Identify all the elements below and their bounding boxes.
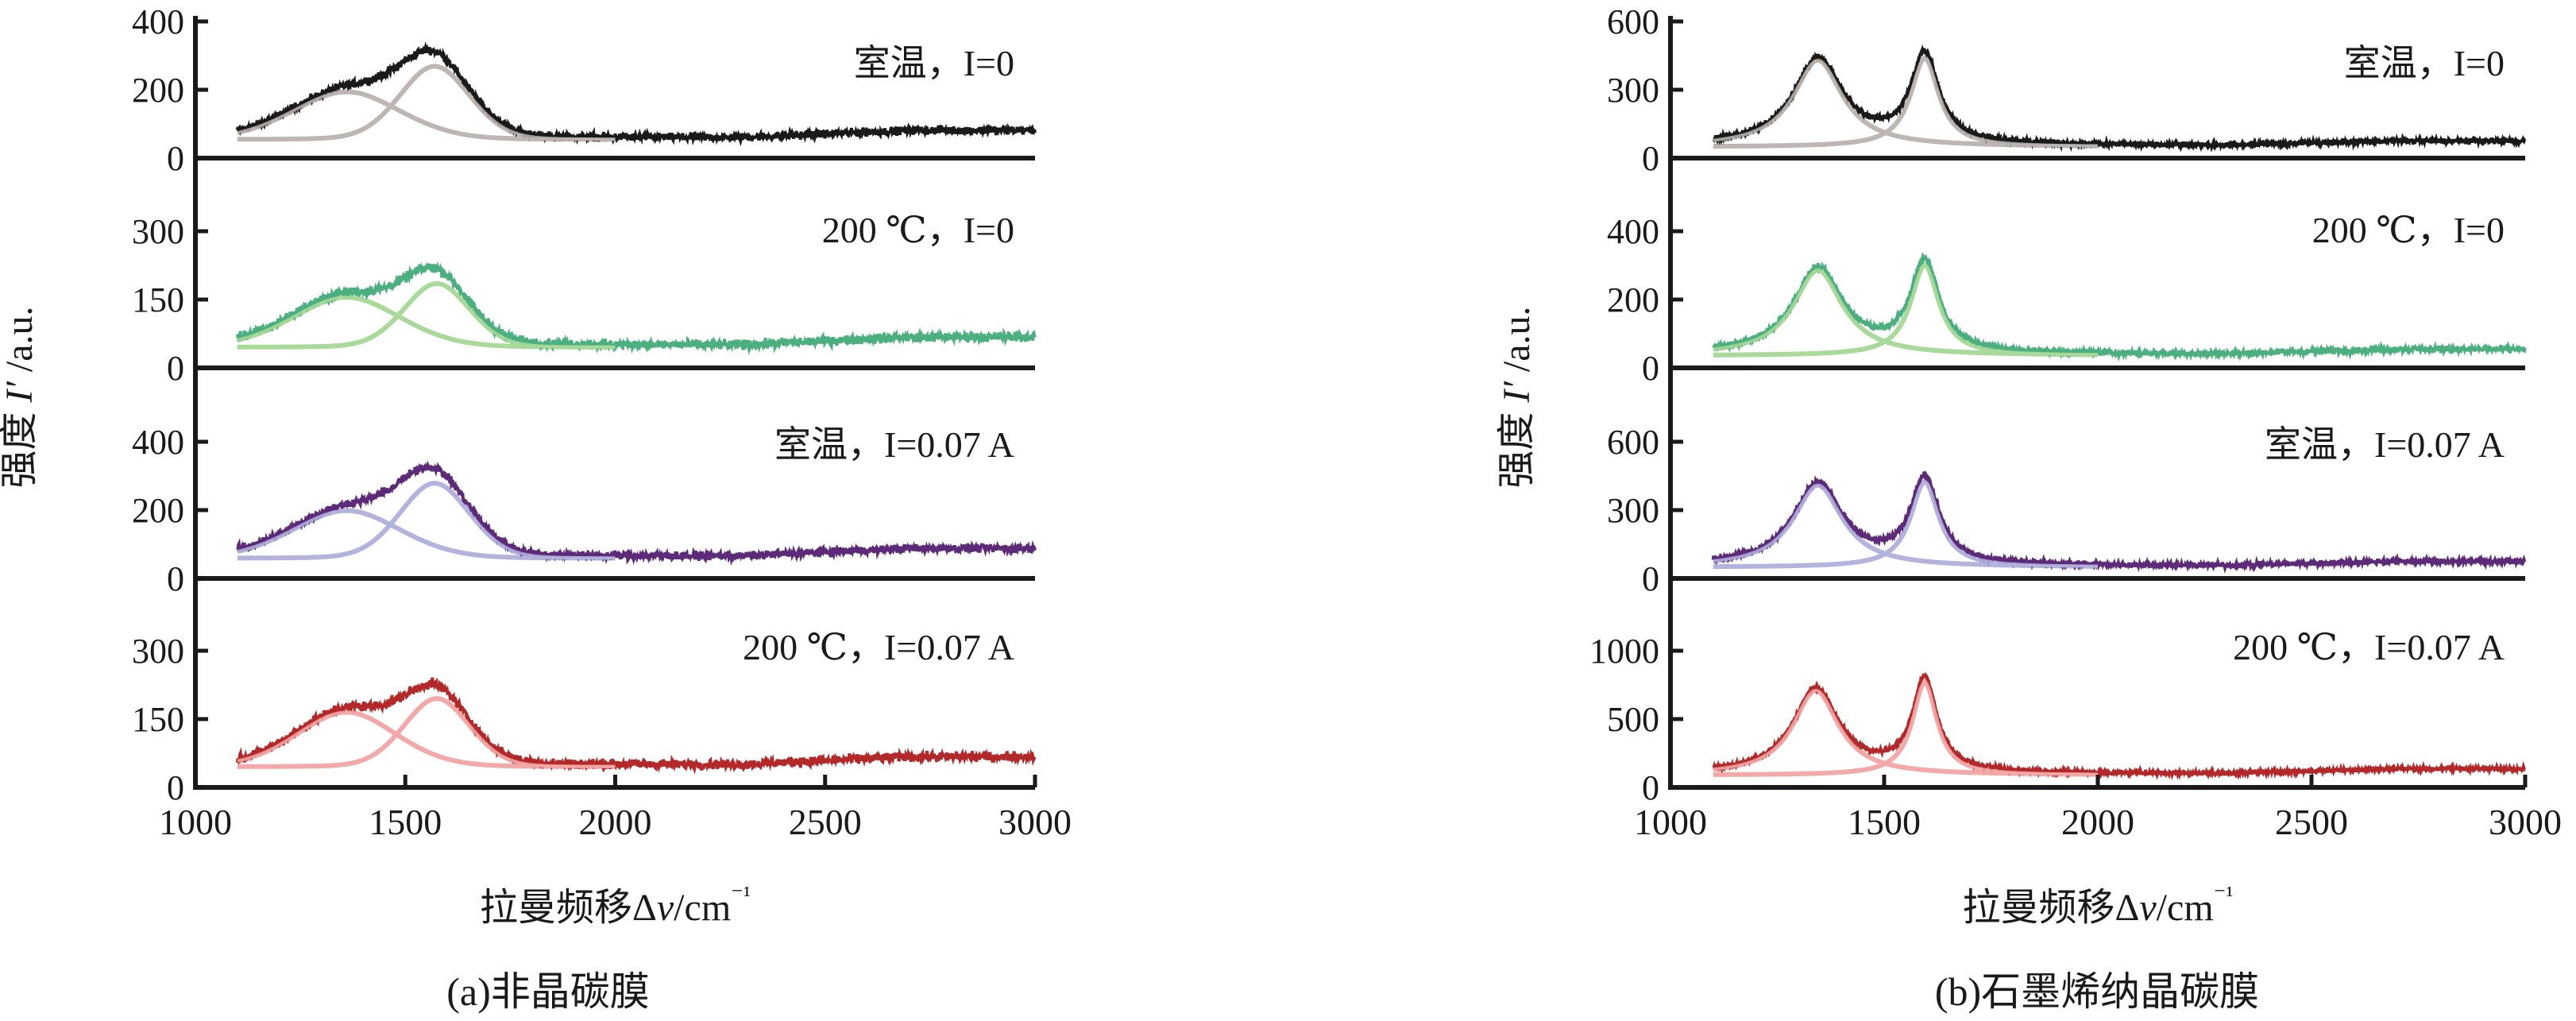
y-tick-label: 400 [132, 423, 184, 462]
y-tick-label: 300 [132, 632, 184, 671]
y-axis-title: 强度 I′ /a.u. [0, 306, 41, 488]
spectrum-line [1712, 44, 2527, 153]
panel-label: 200 ℃，I=0 [822, 210, 1014, 250]
y-tick-label: 200 [132, 71, 184, 110]
x-tick-label: 1500 [1848, 802, 1921, 842]
figure-caption: (a)非晶碳膜 [446, 969, 650, 1014]
x-axis-title: 拉曼频移Δv/cm⁻¹ [1962, 882, 2233, 929]
x-tick-label: 3000 [2489, 802, 2562, 842]
x-tick-label: 1500 [369, 802, 442, 842]
x-tick-label: 3000 [998, 802, 1072, 842]
fit-component-D [237, 89, 616, 142]
spectrum-panel: 0 150 300 200 ℃，I=0.07 A [132, 627, 1037, 807]
fit-component-G [1713, 262, 2098, 358]
fit-curve-G [237, 481, 616, 560]
panel-label: 室温，I=0.07 A [774, 424, 1014, 465]
spectrum-line [235, 677, 1037, 775]
y-tick-label: 0 [167, 349, 184, 388]
x-tick-label: 2500 [2275, 802, 2348, 842]
y-tick-label: 500 [1607, 700, 1659, 739]
spectrum-panel: 0 200 400 200 ℃，I=0 [1607, 210, 2527, 388]
spectrum-line [235, 261, 1037, 355]
y-tick-label: 300 [1607, 491, 1659, 530]
chart-amorphous-carbon: 0 200 400 室温，I=0 0 150 300 200 ℃，I=0 0 200 400 室温，I… [0, 2, 1072, 1014]
y-axis-title: 强度 I′ /a.u. [1496, 306, 1538, 488]
panel-label: 室温，I=0 [854, 43, 1014, 83]
x-tick-label: 2000 [579, 802, 652, 842]
y-tick-label: 300 [132, 212, 184, 251]
x-tick-label: 2000 [2061, 802, 2134, 842]
spectrum-panel: 0 200 400 室温，I=0 [132, 2, 1037, 178]
fit-curve-D [237, 710, 616, 768]
fit-curve-G [1713, 480, 2098, 569]
y-tick-label: 1000 [1589, 632, 1659, 671]
y-tick-label: 0 [167, 768, 184, 807]
fit-component-D [237, 710, 616, 769]
fit-curve-G [237, 64, 616, 141]
fit-component-G [1713, 55, 2098, 149]
y-tick-label: 400 [132, 2, 184, 41]
fit-component-G [237, 481, 616, 561]
spectrum-panel: 0 300 600 室温，I=0 [1607, 2, 2527, 178]
fit-curve-D [237, 90, 616, 141]
y-tick-label: 300 [1607, 71, 1659, 110]
y-tick-label: 600 [1607, 423, 1659, 462]
x-tick-label: 2500 [789, 802, 862, 842]
spectrum-panel: 0 150 300 200 ℃，I=0 [132, 210, 1037, 388]
fit-curve-G [1713, 263, 2098, 357]
y-tick-label: 400 [1607, 212, 1659, 251]
panel-label: 200 ℃，I=0 [2312, 210, 2505, 250]
y-tick-label: 0 [167, 559, 184, 598]
spectrum-panel: 0 200 400 室温，I=0.07 A [132, 423, 1037, 598]
x-tick-label: 1000 [159, 802, 232, 842]
fit-curve-G [1713, 680, 2099, 776]
fit-curve-G [237, 281, 616, 349]
spectrum-line [1712, 252, 2527, 362]
y-tick-label: 0 [167, 139, 184, 178]
y-tick-label: 150 [132, 280, 184, 319]
y-tick-label: 200 [1607, 280, 1659, 319]
y-tick-label: 0 [1642, 349, 1659, 388]
figure-caption: (b)石墨烯纳晶碳膜 [1935, 969, 2259, 1014]
panel-label: 室温，I=0 [2344, 43, 2505, 83]
panel-label: 200 ℃，I=0.07 A [743, 627, 1014, 667]
panel-label: 200 ℃，I=0.07 A [2233, 627, 2505, 667]
spectrum-line [236, 460, 1037, 567]
y-tick-label: 600 [1607, 2, 1659, 41]
spectrum-panel: 0 300 600 室温，I=0.07 A [1607, 423, 2527, 598]
y-tick-label: 0 [1642, 139, 1659, 178]
x-tick-label: 1000 [1634, 802, 1707, 842]
fit-curve-G [237, 697, 616, 768]
spectrum-panel: 0 500 1000 200 ℃，I=0.07 A [1589, 627, 2526, 807]
spectrum-line [1712, 671, 2526, 781]
y-tick-label: 150 [132, 700, 184, 739]
spectrum-line [1711, 470, 2527, 574]
chart-graphene-nanocrystalline-carbon: 0 300 600 室温，I=0 0 200 400 200 ℃，I=0 0 300 600 室温，I… [1496, 2, 2562, 1014]
fit-curve-G [1713, 56, 2098, 149]
y-tick-label: 200 [132, 491, 184, 530]
y-tick-label: 0 [1642, 559, 1659, 598]
panel-label: 室温，I=0.07 A [2265, 424, 2505, 465]
x-axis-title: 拉曼频移Δv/cm⁻¹ [480, 882, 751, 929]
y-tick-label: 0 [1642, 768, 1659, 807]
spectrum-line [235, 41, 1037, 147]
